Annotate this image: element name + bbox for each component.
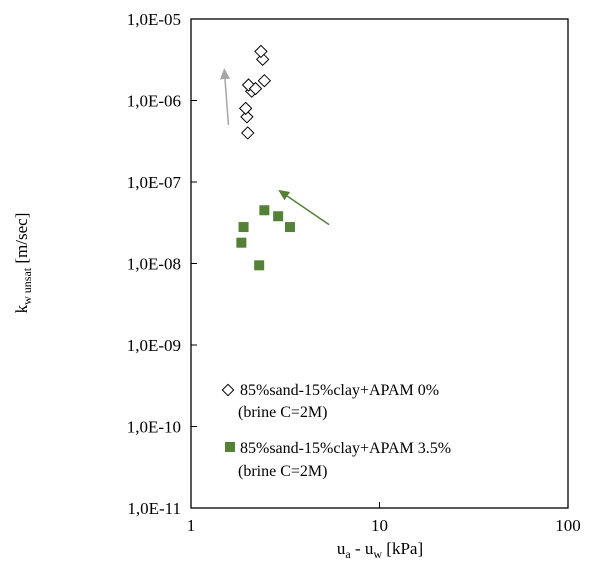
x-axis-label-sub-a: a — [345, 547, 351, 561]
point-series-0-2 — [238, 101, 253, 116]
y-axis-label-subscript: w unsat — [20, 267, 34, 305]
x-axis-label-u1: u — [337, 539, 346, 558]
x-tick-label-1: 10 — [371, 516, 388, 535]
point-series-1-5 — [284, 222, 295, 233]
point-series-0-6 — [257, 73, 272, 88]
point-series-0-1 — [240, 110, 254, 124]
x-axis-label-sub-w: w — [373, 547, 382, 561]
x-axis-label-unit: [kPa] — [382, 539, 423, 558]
y-tick-label-1: 1,0E-06 — [127, 92, 181, 111]
point-series-0-0 — [241, 126, 255, 140]
y-tick-label-6: 1,0E-11 — [127, 499, 181, 518]
trend-arrow-head-0 — [220, 68, 230, 80]
x-tick-label-0: 1 — [187, 516, 196, 535]
legend-label-apam-3-5-line1: 85%sand-15%clay+APAM 3.5% — [240, 440, 451, 457]
legend-label-apam-0-line1: 85%sand-15%clay+APAM 0% — [240, 382, 439, 399]
x-axis-label-u2: u — [365, 539, 374, 558]
point-series-1-1 — [236, 237, 247, 248]
legend: 85%sand-15%clay+APAM 0% (brine C=2M) 85%… — [221, 382, 451, 480]
y-axis-label-unit: [m/sec] — [12, 213, 31, 268]
point-series-0-5 — [248, 81, 263, 96]
y-axis-label: kw unsat [m/sec] — [12, 213, 34, 314]
point-series-1-0 — [238, 222, 249, 233]
y-tick-label-3: 1,0E-08 — [127, 255, 181, 274]
y-axis-label-k: k — [12, 304, 31, 313]
legend-marker-apam-3-5 — [225, 442, 235, 452]
point-series-1-3 — [259, 205, 270, 216]
x-axis-label: ua - uw [kPa] — [337, 539, 423, 561]
trend-arrow-shaft-1 — [286, 195, 330, 226]
y-tick-label-2: 1,0E-07 — [127, 173, 182, 192]
y-tick-label-0: 1,0E-05 — [127, 10, 181, 29]
point-series-1-4 — [273, 211, 284, 222]
y-tick-label-5: 1,0E-10 — [127, 418, 181, 437]
legend-label-apam-3-5-line2: (brine C=2M) — [238, 463, 327, 480]
x-tick-label-2: 100 — [555, 516, 581, 535]
point-series-1-2 — [254, 260, 265, 271]
trend-arrow-head-1 — [278, 189, 291, 201]
trend-arrow-1 — [278, 189, 330, 226]
y-tick-label-4: 1,0E-09 — [127, 336, 181, 355]
trend-arrow-shaft-0 — [224, 78, 230, 126]
legend-marker-apam-0 — [221, 383, 235, 397]
legend-label-apam-0-line2: (brine C=2M) — [238, 404, 327, 421]
x-axis-label-dash: - — [351, 539, 365, 558]
trend-arrow-0 — [220, 68, 230, 126]
point-series-0-8 — [254, 44, 268, 59]
